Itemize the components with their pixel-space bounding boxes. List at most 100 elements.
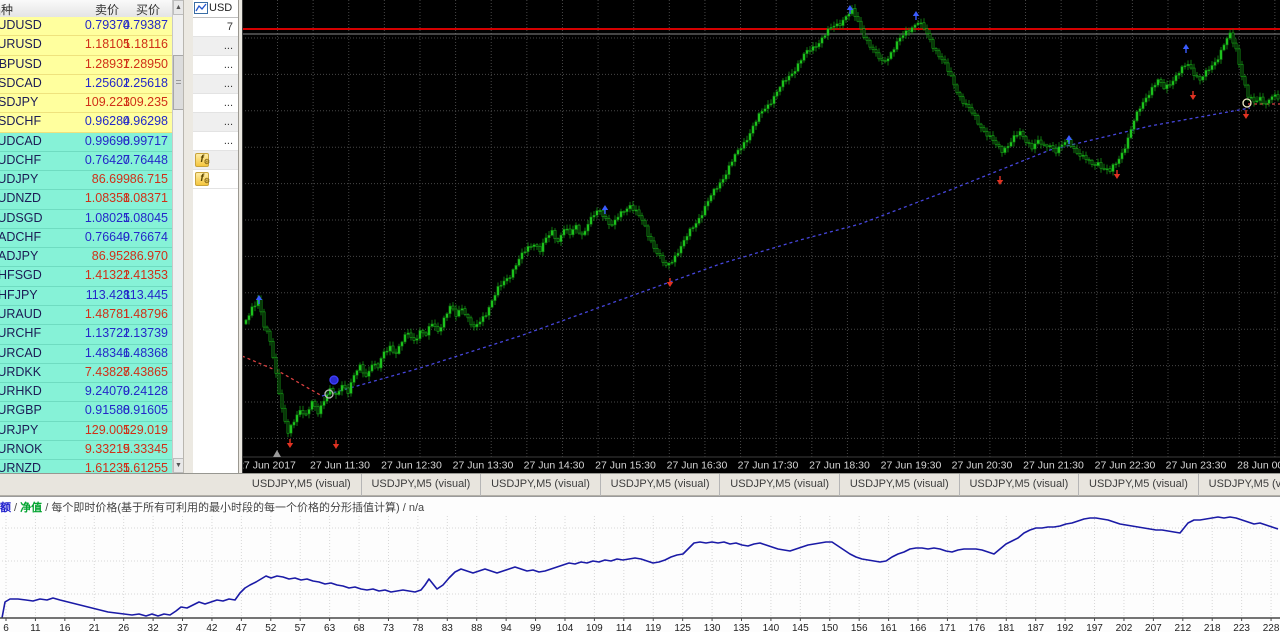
- trade-axis-label: 26: [118, 623, 130, 632]
- price-chart[interactable]: 27 Jun 2017 27 Jun 11:30 27 Jun 12:30 27 Ju…: [242, 0, 1280, 473]
- time-axis-label[interactable]: 27 Jun 17:30: [738, 460, 799, 472]
- trade-axis-label: 6: [3, 623, 9, 632]
- time-axis-label[interactable]: 27 Jun 13:30: [453, 460, 514, 472]
- side-panel-value-row[interactable]: ...: [193, 113, 238, 132]
- scrollbar-thumb[interactable]: [173, 55, 183, 110]
- side-panel-value-row[interactable]: 7: [193, 18, 238, 37]
- trade-axis-label: 78: [412, 623, 424, 632]
- column-header-bid[interactable]: 卖价: [94, 3, 119, 17]
- time-axis-label[interactable]: 27 Jun 21:30: [1023, 460, 1084, 472]
- side-panel-value-row[interactable]: ...: [193, 132, 238, 151]
- scroll-down-icon[interactable]: ▼: [173, 458, 183, 473]
- bid-price: 1.08358: [84, 191, 130, 206]
- side-panel-value-row[interactable]: ...: [193, 94, 238, 113]
- chart-tab[interactable]: USDJPY,M5 (visual): [362, 474, 482, 496]
- ask-price: 1.28950: [122, 56, 168, 71]
- trade-axis-label: 207: [1145, 623, 1162, 632]
- trade-axis-label: 202: [1116, 623, 1133, 632]
- symbol-name: USDJPY: [0, 95, 39, 110]
- time-axis-label[interactable]: 27 Jun 11:30: [310, 460, 370, 472]
- column-header-symbol[interactable]: 品种: [0, 3, 14, 17]
- chart-tab[interactable]: USDJPY,M5 (visual): [840, 474, 960, 496]
- time-axis-label[interactable]: 27 Jun 19:30: [881, 460, 942, 472]
- side-panel-value-row[interactable]: ...: [193, 56, 238, 75]
- legend-separator: /: [42, 502, 52, 514]
- chart-tab[interactable]: USDJPY,M5 (visual): [720, 474, 840, 496]
- na-label: n/a: [408, 502, 425, 514]
- trade-axis-label: 140: [763, 623, 780, 632]
- ask-price: 9.33345: [122, 441, 168, 456]
- time-axis-label[interactable]: 28 Jun 00:30: [1237, 460, 1280, 472]
- time-axis-label[interactable]: 27 Jun 22:30: [1095, 460, 1156, 472]
- side-panel-value-row[interactable]: ...: [193, 75, 238, 94]
- side-panel-value-row[interactable]: ...: [193, 37, 238, 56]
- buy-arrow-icon: [846, 5, 854, 14]
- chart-tabs: USDJPY,M5 (visual) USDJPY,M5 (visual) USDJ…: [242, 474, 1280, 496]
- chart-tab[interactable]: USDJPY,M5 (visual): [960, 474, 1080, 496]
- column-header-ask[interactable]: 买价: [135, 3, 160, 17]
- ask-price: 1.48368: [122, 345, 168, 360]
- market-watch-scrollbar[interactable]: ▲ ▼: [172, 0, 183, 473]
- ask-price: 0.96298: [122, 114, 168, 129]
- date-marker-icon: [273, 450, 281, 457]
- trade-axis-label: 114: [616, 623, 632, 632]
- chart-tab[interactable]: USDJPY,M5 (visual): [601, 474, 721, 496]
- time-axis-label[interactable]: 27 Jun 20:30: [952, 460, 1013, 472]
- legend-separator: /: [399, 502, 409, 514]
- buy-arrow-icon: [255, 295, 263, 304]
- ask-price: 1.08045: [122, 210, 168, 225]
- symbol-name: EURNOK: [0, 441, 43, 456]
- time-axis-label[interactable]: 27 Jun 14:30: [524, 460, 585, 472]
- trade-axis-label: 52: [265, 623, 277, 632]
- chart-tab[interactable]: USDJPY,M5 (visual): [1079, 474, 1199, 496]
- time-axis-label[interactable]: 27 Jun 15:30: [595, 460, 656, 472]
- time-axis-label[interactable]: 27 Jun 18:30: [809, 460, 870, 472]
- symbol-name: CHFSGD: [0, 268, 42, 283]
- scroll-up-icon[interactable]: ▲: [173, 0, 183, 15]
- model-description: 每个即时价格(基于所有可利用的最小时段的每一个价格的分形插值计算): [51, 502, 400, 514]
- trade-axis-label: 171: [939, 623, 956, 632]
- chart-tab[interactable]: USDJPY,M5 (visual): [1199, 474, 1280, 496]
- time-axis-label[interactable]: 27 Jun 16:30: [667, 460, 728, 472]
- side-panel-ea-row[interactable]: f ⚙: [193, 170, 238, 189]
- time-axis-label[interactable]: 27 Jun 12:30: [381, 460, 442, 472]
- ask-price: 0.76448: [122, 152, 168, 167]
- chart-tab[interactable]: USDJPY,M5 (visual): [481, 474, 601, 496]
- bid-price: 129.005: [84, 422, 130, 437]
- sell-arrow-icon: [1113, 170, 1121, 179]
- ask-price: 109.235: [122, 95, 168, 110]
- time-axis-label[interactable]: 27 Jun 2017: [242, 460, 296, 472]
- trade-axis-label: 32: [148, 623, 160, 632]
- bid-price: 0.76649: [84, 229, 130, 244]
- side-panel-ea-row[interactable]: f ⚙: [193, 151, 238, 170]
- ask-price: 1.41353: [122, 268, 168, 283]
- chart-tab[interactable]: USDJPY,M5 (visual): [242, 474, 362, 496]
- time-axis-label[interactable]: 27 Jun 23:30: [1166, 460, 1227, 472]
